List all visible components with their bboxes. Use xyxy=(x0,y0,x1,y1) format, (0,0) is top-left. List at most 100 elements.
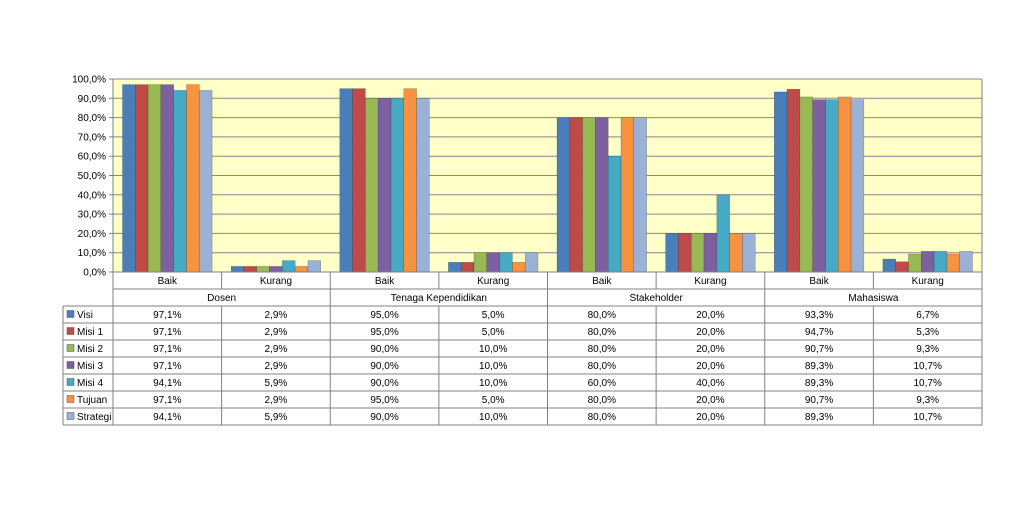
data-label: 5,9% xyxy=(265,378,288,389)
data-label: 5,0% xyxy=(482,310,505,321)
legend-label: Misi 3 xyxy=(77,361,104,372)
bar xyxy=(147,84,162,273)
bar xyxy=(512,262,526,273)
bar xyxy=(294,266,309,273)
legend-key xyxy=(66,361,75,369)
bar xyxy=(499,252,513,273)
data-label: 97,1% xyxy=(153,310,181,321)
data-label: 94,7% xyxy=(805,327,833,338)
group-label: Tenaga Kependidikan xyxy=(391,293,487,304)
bar xyxy=(390,98,405,273)
bar xyxy=(122,84,136,273)
bar xyxy=(160,84,174,273)
bar xyxy=(595,117,609,273)
bar xyxy=(199,90,213,273)
data-label: 10,7% xyxy=(914,361,942,372)
y-tick-label: 10,0% xyxy=(78,248,106,259)
y-tick-label: 40,0% xyxy=(78,190,106,201)
category-label: Baik xyxy=(592,276,612,287)
data-label: 89,3% xyxy=(805,361,833,372)
category-label: Baik xyxy=(158,276,178,287)
data-label: 93,3% xyxy=(805,310,833,321)
data-label: 89,3% xyxy=(805,412,833,423)
data-label: 5,0% xyxy=(482,395,505,406)
data-label: 95,0% xyxy=(370,310,398,321)
category-label: Kurang xyxy=(694,276,726,287)
bar xyxy=(729,233,743,273)
bar xyxy=(307,260,321,273)
data-label: 80,0% xyxy=(588,361,616,372)
bar xyxy=(882,258,896,273)
bar xyxy=(607,155,622,273)
data-label: 10,0% xyxy=(479,378,507,389)
bar xyxy=(665,233,679,273)
legend-label: Visi xyxy=(77,310,93,321)
data-label: 2,9% xyxy=(265,310,288,321)
category-label: Kurang xyxy=(260,276,292,287)
bar xyxy=(365,98,379,273)
data-label: 2,9% xyxy=(265,344,288,355)
bar xyxy=(524,252,539,273)
data-label: 97,1% xyxy=(153,395,181,406)
category-label: Kurang xyxy=(477,276,509,287)
data-label: 90,7% xyxy=(805,344,833,355)
y-tick-label: 100,0% xyxy=(72,75,106,86)
data-label: 6,7% xyxy=(916,310,939,321)
bar xyxy=(921,251,935,273)
data-label: 20,0% xyxy=(696,412,724,423)
bar xyxy=(620,117,635,273)
data-label: 90,7% xyxy=(805,395,833,406)
bar xyxy=(243,266,257,273)
group-label: Stakeholder xyxy=(629,293,683,304)
group-label: Mahasiswa xyxy=(848,293,898,304)
bar xyxy=(690,233,705,273)
data-label: 20,0% xyxy=(696,327,724,338)
data-label: 10,0% xyxy=(479,361,507,372)
data-label: 90,0% xyxy=(370,412,398,423)
bar xyxy=(838,96,852,273)
legend-key xyxy=(66,412,75,420)
data-label: 9,3% xyxy=(916,344,939,355)
data-label: 90,0% xyxy=(370,344,398,355)
data-label: 2,9% xyxy=(265,361,288,372)
bar xyxy=(633,117,647,273)
data-label: 97,1% xyxy=(153,327,181,338)
data-label: 80,0% xyxy=(588,310,616,321)
data-label: 90,0% xyxy=(370,361,398,372)
bar xyxy=(486,252,500,273)
category-label: Kurang xyxy=(912,276,944,287)
group-label: Dosen xyxy=(207,293,236,304)
bar xyxy=(460,262,475,273)
data-label: 60,0% xyxy=(588,378,616,389)
legend-key xyxy=(66,327,75,335)
data-label: 9,3% xyxy=(916,395,939,406)
data-label: 20,0% xyxy=(696,344,724,355)
data-label: 80,0% xyxy=(588,344,616,355)
y-tick-label: 70,0% xyxy=(78,132,106,143)
bar xyxy=(959,251,973,273)
legend-key xyxy=(66,310,75,318)
legend-key xyxy=(66,395,75,403)
legend-key xyxy=(66,378,75,386)
data-label: 10,0% xyxy=(479,344,507,355)
bar xyxy=(403,88,417,273)
bar xyxy=(946,253,960,273)
data-label: 5,3% xyxy=(916,327,939,338)
data-label: 94,1% xyxy=(153,412,181,423)
bar xyxy=(556,117,571,273)
category-label: Baik xyxy=(809,276,829,287)
data-label: 10,7% xyxy=(914,412,942,423)
bar xyxy=(135,84,149,273)
data-label: 95,0% xyxy=(370,327,398,338)
bar xyxy=(230,266,245,273)
bar xyxy=(895,261,909,273)
data-label: 97,1% xyxy=(153,344,181,355)
legend-label: Misi 2 xyxy=(77,344,104,355)
bar xyxy=(678,233,692,273)
data-label: 10,0% xyxy=(479,412,507,423)
data-label: 89,3% xyxy=(805,378,833,389)
data-label: 94,1% xyxy=(153,378,181,389)
legend-key xyxy=(66,344,75,352)
